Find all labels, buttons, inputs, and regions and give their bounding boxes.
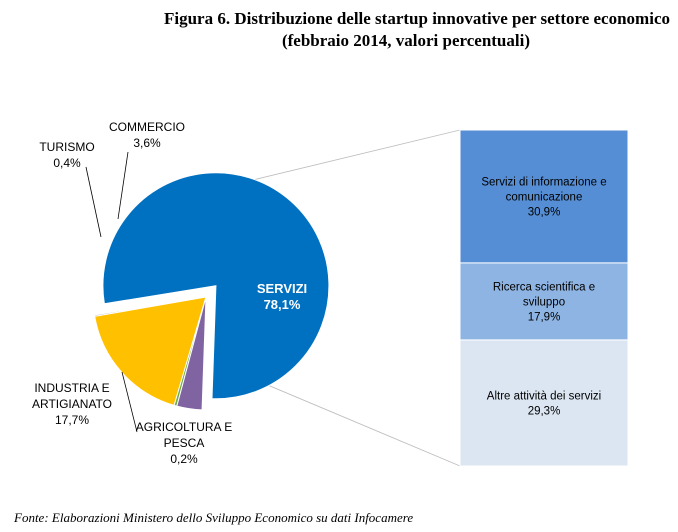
source-note: Fonte: Elaborazioni Ministero dello Svil… bbox=[14, 510, 414, 525]
pie-label-commercio: COMMERCIO 3,6% bbox=[109, 120, 185, 150]
connector-line-bottom bbox=[268, 385, 461, 467]
bar-segment-servizi-di-informazione-e-comunicazione bbox=[459, 129, 629, 264]
bar-segment-altre-attivita-dei-servizi bbox=[459, 339, 629, 467]
pie-slice-servizi bbox=[102, 172, 330, 400]
stacked-bar: Servizi di informazione e comunicazione 30… bbox=[459, 129, 629, 467]
leader-line-commercio bbox=[117, 151, 129, 220]
pie-label-servizi: SERVIZI 78,1% bbox=[257, 281, 307, 312]
pie bbox=[93, 172, 330, 411]
leader-line-agricoltura bbox=[121, 371, 138, 433]
bar-segment-ricerca-scientifica-e-sviluppo bbox=[459, 262, 629, 341]
chart-title-line1: Figura 6. Distribuzione delle startup in… bbox=[163, 9, 670, 28]
pie-slice-commercio bbox=[176, 296, 207, 411]
leader-line-turismo bbox=[85, 166, 102, 238]
connector-lines bbox=[254, 129, 461, 467]
bar-label-altre-attivita-dei-servizi: Altre attività dei servizi 29,3% bbox=[487, 390, 601, 417]
pie-label-industria: INDUSTRIA E ARTIGIANATO 17,7% bbox=[32, 381, 112, 427]
pie-labels: SERVIZI 78,1% INDUSTRIA E ARTIGIANATO 17,7% A… bbox=[32, 120, 307, 466]
bar-label-servizi-di-informazione-e-comunicazione: Servizi di informazione e comunicazione 30… bbox=[481, 176, 606, 218]
bar-label-ricerca-scientifica-e-sviluppo: Ricerca scientifica e sviluppo 17,9% bbox=[493, 281, 595, 323]
pie-label-agricoltura: AGRICOLTURA E PESCA 0,2% bbox=[136, 420, 232, 466]
pie-label-turismo: TURISMO 0,4% bbox=[39, 140, 94, 170]
chart-title: Figura 6. Distribuzione delle startup in… bbox=[0, 8, 678, 52]
connector-line-top bbox=[254, 129, 461, 181]
chart-title-line2: (febbraio 2014, valori percentuali) bbox=[281, 31, 530, 50]
